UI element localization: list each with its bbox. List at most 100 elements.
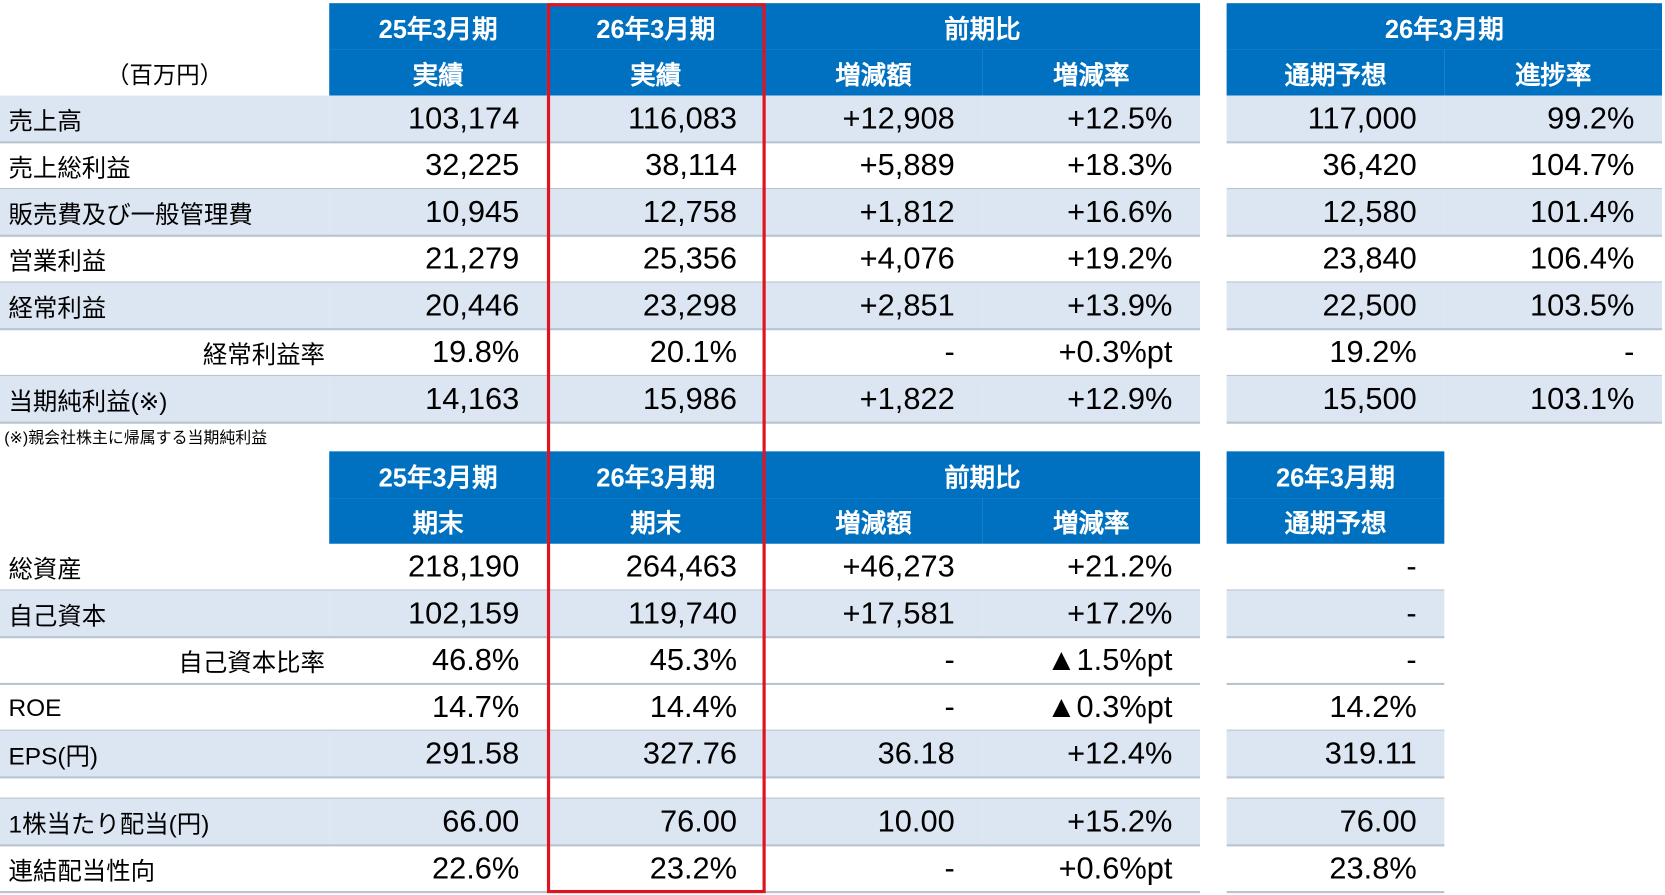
row-label: 総資産 [8, 555, 82, 584]
row-rule [0, 328, 1201, 331]
value-cell: - [944, 851, 955, 886]
value-cell: 103.5% [1444, 282, 1663, 330]
value-cell: 14.4% [649, 689, 738, 724]
value-cell: 22.6% [431, 851, 520, 886]
value-cell: 319.11 [1226, 730, 1445, 778]
value-cell: +16.6% [982, 189, 1201, 236]
value-cell: +2,851 [764, 282, 983, 330]
value-cell: 23.2% [649, 851, 738, 886]
value-cell: 14,163 [329, 375, 547, 423]
value-cell: - [1406, 643, 1417, 678]
header-group: 25年3月期 [329, 3, 547, 50]
header-group: 26年3月期 [546, 3, 765, 50]
value-cell: 117,000 [1226, 95, 1445, 143]
value-cell: 14.7% [431, 689, 520, 724]
value-cell: 21,279 [425, 241, 520, 276]
row-rule [1226, 141, 1663, 144]
header-sub: 期末 [329, 498, 547, 544]
value-cell: 19.8% [431, 335, 520, 370]
unit-label: （百万円） [106, 61, 224, 88]
row-label: ROE [8, 692, 62, 721]
row-label: 自己資本比率 [178, 648, 325, 677]
row-label: 連結配当性向 [8, 857, 156, 885]
value-cell: +17.2% [982, 590, 1201, 638]
value-cell: +12.5% [982, 95, 1201, 143]
row-rule [0, 589, 1201, 592]
value-cell: 264,463 [625, 549, 738, 584]
row-label: 営業利益 [8, 247, 107, 276]
value-cell: 103.1% [1444, 375, 1663, 423]
value-cell: 23,840 [1322, 241, 1417, 276]
value-cell: - [1624, 335, 1635, 370]
value-cell: ▲1.5%pt [1046, 643, 1173, 678]
value-cell: - [1226, 590, 1445, 638]
row-rule [1226, 844, 1445, 847]
row-rule [0, 682, 1201, 685]
row-rule [1226, 234, 1663, 237]
row-rule [1226, 776, 1445, 779]
row-rule [1226, 589, 1445, 592]
header-group: 26年3月期 [1226, 451, 1445, 499]
header-sub: 通期予想 [1226, 49, 1445, 96]
row-label: 販売費及び一般管理費 [0, 189, 330, 236]
value-cell: 36,420 [1322, 148, 1417, 183]
row-rule [0, 844, 1201, 847]
header-group: 25年3月期 [329, 451, 547, 499]
value-cell: 104.7% [1529, 148, 1635, 183]
header-sub: 増減額 [764, 49, 983, 96]
value-cell: +21.2% [1067, 549, 1173, 584]
value-cell: +12.9% [982, 375, 1201, 423]
value-cell: +12,908 [764, 95, 983, 143]
row-label: 経常利益 [0, 282, 330, 330]
value-cell: +17,581 [764, 590, 983, 638]
value-cell: - [944, 335, 955, 370]
value-cell: 106.4% [1529, 241, 1635, 276]
value-cell: - [944, 643, 955, 678]
header-group: 前期比 [764, 451, 1201, 499]
value-cell: 45.3% [649, 643, 738, 678]
header-sub: 増減率 [982, 49, 1201, 96]
value-cell: 119,740 [546, 590, 765, 638]
value-cell: 327.76 [546, 730, 765, 778]
value-cell: 25,356 [642, 241, 738, 276]
value-cell: 291.58 [329, 730, 547, 778]
row-rule [1226, 328, 1663, 331]
header-sub: 通期予想 [1226, 498, 1445, 544]
row-rule [0, 141, 1201, 144]
value-cell: 116,083 [546, 95, 765, 143]
row-rule [1226, 421, 1663, 424]
value-cell: 23.8% [1329, 851, 1417, 886]
header-sub: 実績 [329, 49, 547, 96]
header-group: 26年3月期 [1226, 3, 1663, 50]
value-cell: ▲0.3%pt [1046, 689, 1173, 724]
value-cell: +0.6%pt [1058, 851, 1173, 886]
row-label: 当期純利益(※) [0, 375, 330, 423]
header-group: 前期比 [764, 3, 1201, 50]
value-cell: 12,758 [546, 189, 765, 236]
row-rule [0, 421, 1201, 424]
row-rule [1226, 682, 1445, 685]
footnote: (※)親会社株主に帰属する当期純利益 [4, 428, 268, 447]
row-rule [0, 776, 1201, 779]
value-cell: 19.2% [1329, 335, 1417, 370]
value-cell: +4,076 [859, 241, 955, 276]
row-rule [1226, 636, 1445, 639]
value-cell: 12,580 [1226, 189, 1445, 236]
row-label: EPS(円) [0, 730, 330, 778]
row-rule [0, 187, 1201, 191]
value-cell: 36.18 [764, 730, 983, 778]
value-cell: +19.2% [1067, 241, 1173, 276]
value-cell: 20.1% [649, 335, 738, 370]
value-cell: 101.4% [1444, 189, 1663, 236]
value-cell: 38,114 [645, 148, 738, 183]
row-label: 経常利益率 [202, 340, 325, 369]
value-cell: 15,986 [546, 375, 765, 423]
value-cell: 99.2% [1444, 95, 1663, 143]
value-cell: 76.00 [1226, 798, 1445, 846]
value-cell: 23,298 [546, 282, 765, 330]
row-label: 自己資本 [0, 590, 330, 638]
value-cell: 15,500 [1226, 375, 1445, 423]
value-cell: +46,273 [842, 549, 955, 584]
header-sub: 進捗率 [1444, 49, 1663, 96]
